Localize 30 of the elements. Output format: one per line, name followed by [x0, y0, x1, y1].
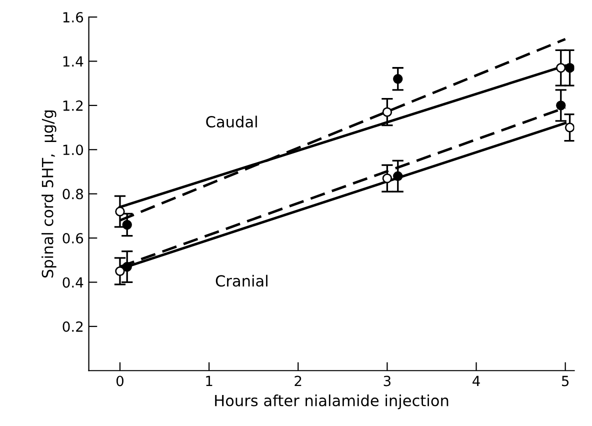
y-tick-label: 1.4 — [63, 56, 84, 67]
y-tick-label: 0.8 — [62, 188, 83, 200]
annotation: Cranial — [216, 274, 268, 287]
y-tick-label: 0.4 — [62, 277, 84, 288]
point — [115, 206, 125, 216]
x-tick-label: 4 — [472, 376, 480, 386]
point — [564, 63, 574, 73]
x-axis-title: Hours after nialamide injection — [215, 394, 448, 410]
y-axis-title: Spinal cord 5HT, μg/g — [42, 110, 56, 278]
x-tick-label: 2 — [294, 376, 302, 386]
y-tick-label: 1.2 — [63, 100, 83, 111]
point — [115, 266, 125, 276]
x-tick-label: 1 — [206, 376, 212, 386]
point — [393, 74, 403, 84]
y-tick-label: 0.2 — [62, 321, 83, 332]
x-tick-label: 0 — [116, 376, 124, 386]
point — [122, 262, 132, 272]
point — [382, 174, 392, 184]
point — [556, 63, 566, 73]
point — [556, 100, 566, 110]
x-tick-label: 3 — [384, 376, 390, 386]
point — [564, 122, 574, 132]
point — [122, 220, 132, 230]
y-tick-label: 0.6 — [62, 232, 84, 244]
y-tick-label: 1.6 — [63, 12, 84, 23]
y-tick-label: 1.0 — [63, 144, 84, 156]
point — [382, 107, 392, 117]
point — [393, 171, 403, 182]
annotation: Caudal — [206, 116, 257, 128]
x-tick-label: 5 — [562, 376, 569, 386]
